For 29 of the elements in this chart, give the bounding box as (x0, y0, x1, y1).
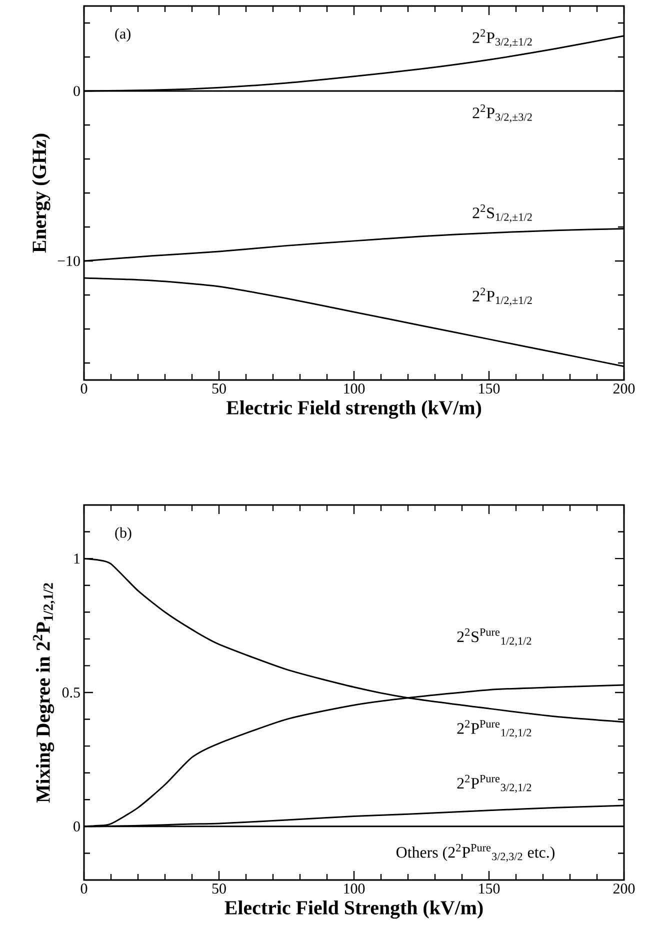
y-tick-label: 1 (74, 554, 80, 564)
annotation: (a) (115, 28, 130, 42)
y-tick-label: 0 (74, 86, 80, 96)
x-tick-label: 50 (212, 884, 226, 894)
x-tick-label: 100 (344, 884, 365, 894)
y-axis-title: Mixing Degree in 2$^{2}$P$_{1/2,1/2}$ (32, 583, 55, 803)
x-tick-label: 50 (212, 384, 226, 394)
series-label: 2$^{2}$P$_{1/2,±1/2}$ (472, 288, 532, 306)
text: 2$^{2}$S$^{Pure}$1/2,1/2 (457, 628, 532, 646)
series-label: Others (2$^{2}$P$^{Pure}$$_{3/2,3/2}$ etc.) (396, 844, 554, 862)
legend-label: 2$^{2}$P$_{3/2,±1/2}$ (472, 29, 532, 48)
series-label: 2$^{2}$S$_{1/2,±1/2}$ (472, 204, 532, 222)
x-tick-label: 200 (613, 384, 635, 394)
x-tick-label: 0 (80, 884, 88, 894)
x-tick-label: 150 (479, 384, 500, 394)
x-axis-title: Electric Field Strength (kV/m) (224, 900, 483, 919)
y-axis-title: Energy (GHz) (32, 134, 50, 253)
annotation: (b) (115, 527, 132, 541)
series-label: 2$^{2}$P$^{Pure}$3/2,1/2 (457, 774, 532, 793)
y-tick-label: −10 (58, 256, 80, 266)
series-label: 2$^{2}$P$_{3/2,±3/2}$ (472, 104, 532, 122)
x-axis-title: Electric Field strength (kV/m) (226, 400, 482, 419)
series-label: 2$^{2}$P$^{Pure}$1/2,1/2 (457, 720, 532, 738)
y-tick-label: 0.5 (62, 687, 80, 698)
x-tick-label: 150 (479, 884, 500, 894)
x-tick-label: 0 (80, 384, 88, 394)
y-tick-label: 0 (74, 821, 80, 832)
x-tick-label: 100 (344, 384, 365, 394)
x-tick-label: 200 (613, 884, 635, 894)
